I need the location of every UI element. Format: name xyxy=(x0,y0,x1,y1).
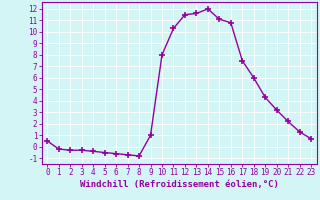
X-axis label: Windchill (Refroidissement éolien,°C): Windchill (Refroidissement éolien,°C) xyxy=(80,180,279,189)
